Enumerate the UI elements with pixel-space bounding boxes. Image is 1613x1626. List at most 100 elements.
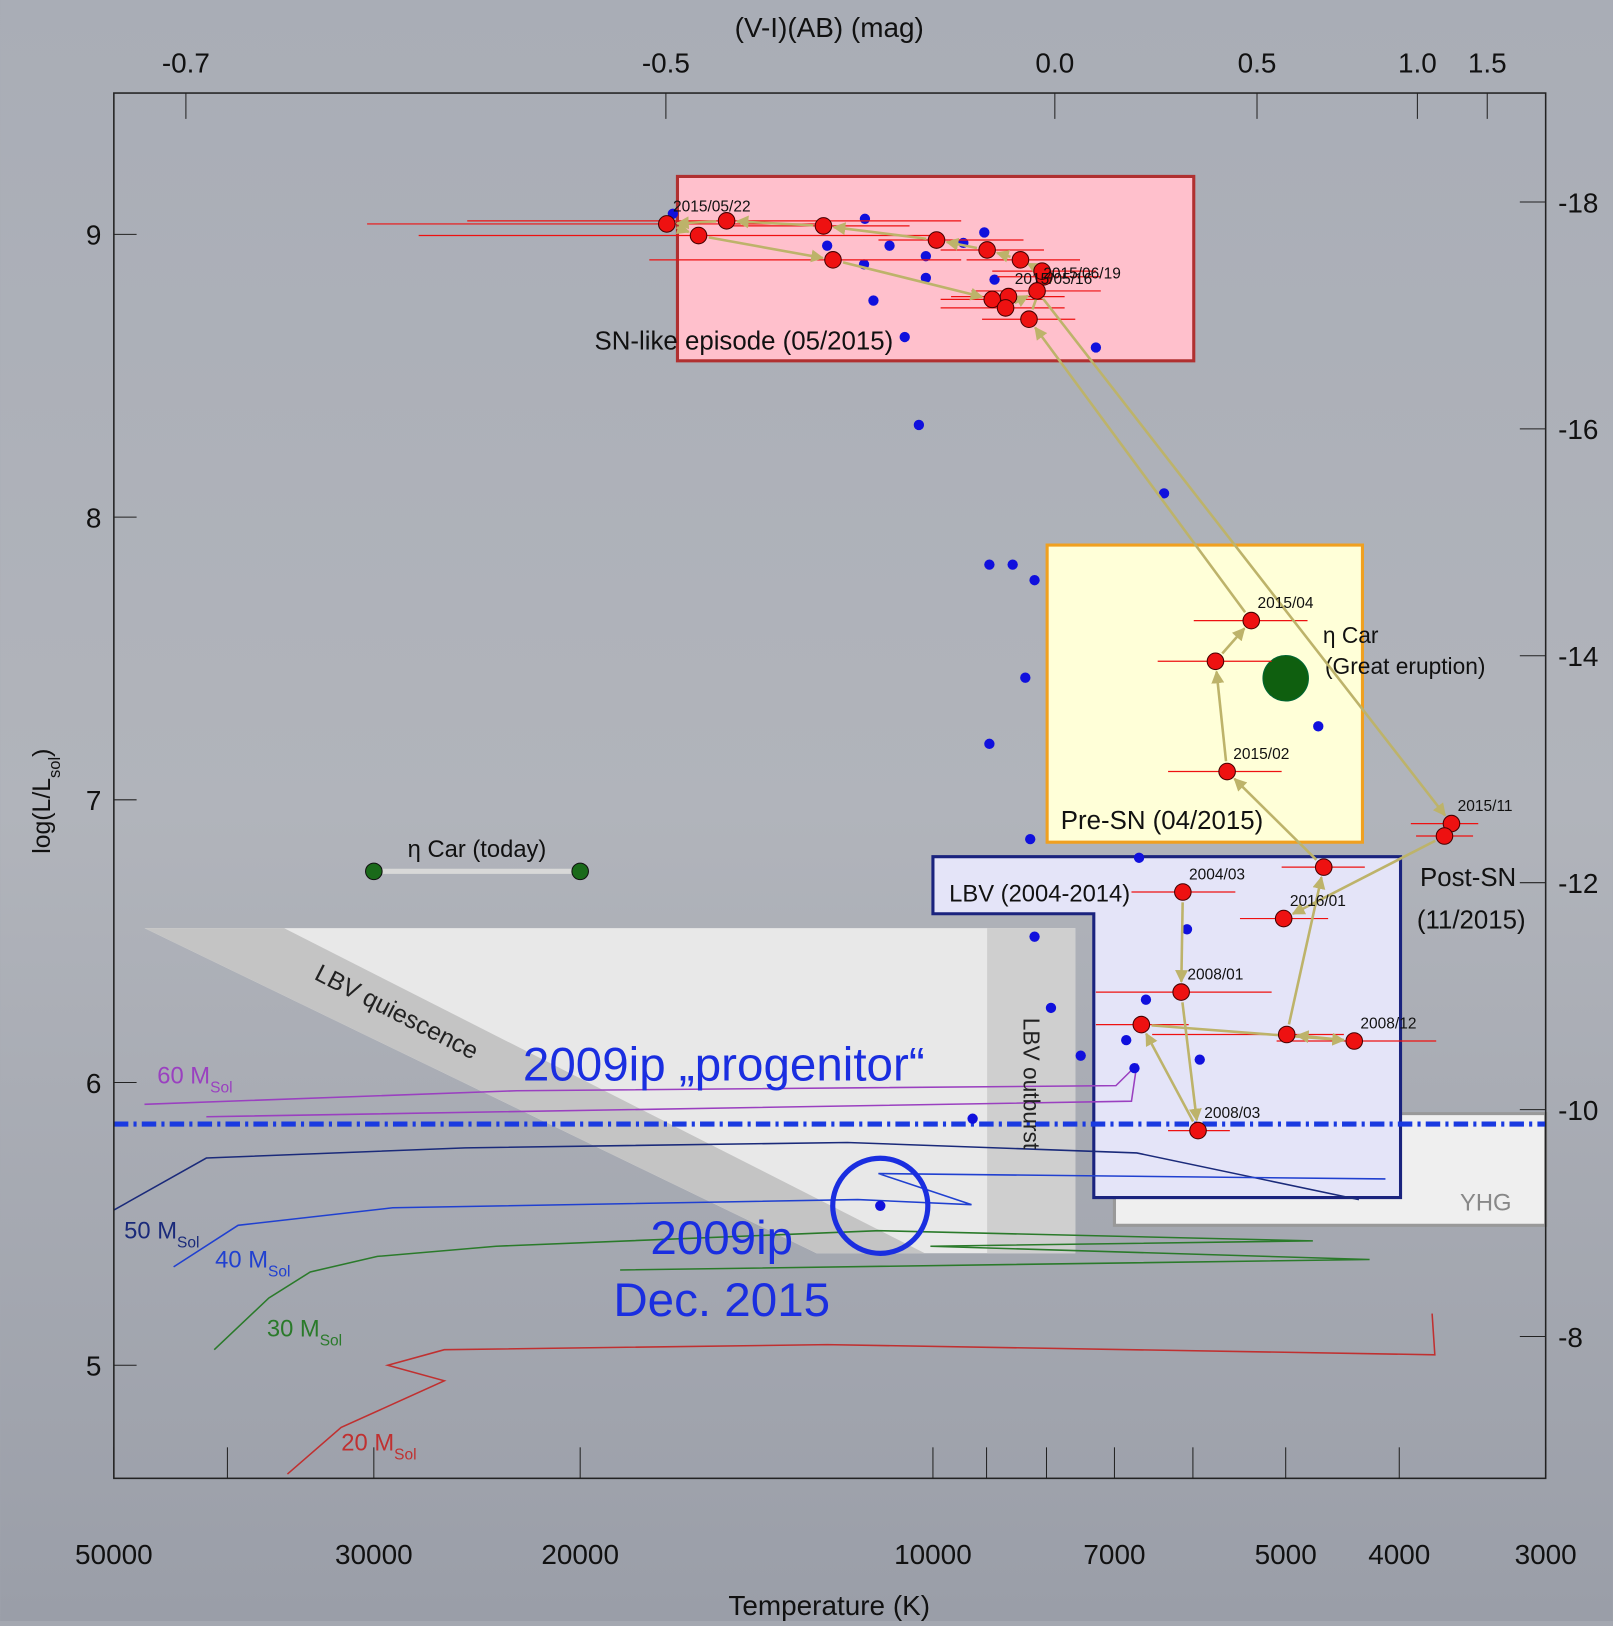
arrow xyxy=(708,236,825,263)
point xyxy=(814,217,833,235)
arrow xyxy=(995,250,1011,263)
point-label: 2015/05/22 xyxy=(673,199,751,216)
point xyxy=(1206,652,1225,671)
point xyxy=(868,295,879,306)
track-label: 20 MSol xyxy=(341,1429,416,1463)
y-title-main: log(L/L xyxy=(29,778,56,854)
point xyxy=(1181,924,1193,935)
track-label-main: 40 M xyxy=(215,1246,268,1273)
y2-tick-label: -8 xyxy=(1558,1322,1583,1353)
region-label: SN-like episode (05/2015) xyxy=(595,327,894,355)
x2-tick-label: 0.5 xyxy=(1238,47,1277,78)
x-tick-label: 7000 xyxy=(1083,1539,1145,1570)
point xyxy=(1020,672,1031,683)
point-label: 2008/12 xyxy=(1360,1016,1416,1033)
track-label-sub: Sol xyxy=(177,1234,199,1251)
track xyxy=(213,1229,1370,1351)
track xyxy=(286,1313,1436,1475)
y2-tick-label: -16 xyxy=(1558,414,1598,445)
y-tick-label: 8 xyxy=(86,502,102,533)
point xyxy=(1033,262,1051,280)
y2-tick-label: -12 xyxy=(1558,868,1598,899)
arrow xyxy=(1042,298,1447,817)
point xyxy=(1028,282,1046,300)
point-label: 2008/03 xyxy=(1204,1105,1260,1122)
eta-car-label: η Car (today) xyxy=(408,836,547,863)
y-tick-label: 9 xyxy=(86,220,102,251)
point xyxy=(1029,931,1040,942)
track xyxy=(113,1141,1360,1211)
point xyxy=(1313,721,1324,732)
arrow xyxy=(1221,627,1246,655)
point xyxy=(1174,883,1192,901)
x2-tick-label: 1.5 xyxy=(1468,47,1507,78)
y-title-sub: sol xyxy=(44,757,63,778)
arrow xyxy=(842,261,984,301)
x-tick-label: 10000 xyxy=(894,1539,972,1570)
point xyxy=(1172,983,1190,1001)
point xyxy=(920,272,932,284)
x-tick-label: 20000 xyxy=(541,1539,619,1570)
point xyxy=(1029,574,1040,586)
point xyxy=(1007,559,1018,570)
y-tick-label: 5 xyxy=(86,1351,102,1382)
point xyxy=(884,240,895,251)
point xyxy=(658,215,676,233)
point xyxy=(1189,1121,1207,1140)
point xyxy=(1274,909,1293,928)
point xyxy=(1435,827,1454,845)
track-label: 40 MSol xyxy=(215,1246,290,1280)
point xyxy=(996,299,1015,317)
point xyxy=(978,241,996,259)
frame xyxy=(113,92,1547,1480)
track-label-main: 50 M xyxy=(124,1217,177,1244)
arrow xyxy=(1026,262,1041,275)
annotation: Post-SN xyxy=(1420,864,1516,892)
arrow xyxy=(1181,1002,1202,1122)
point xyxy=(717,212,736,230)
point-label: 2008/01 xyxy=(1187,967,1243,984)
point xyxy=(920,250,932,262)
x-tick-label: 4000 xyxy=(1368,1539,1430,1570)
eta-car-eruption-label: η Car xyxy=(1323,622,1379,648)
point xyxy=(1194,1054,1205,1065)
region-label: LBV outburst xyxy=(1019,1018,1045,1150)
x-tick-label: 5000 xyxy=(1255,1539,1317,1570)
point xyxy=(1025,833,1036,845)
point-label: 2015/11 xyxy=(1458,798,1513,815)
arrow xyxy=(1014,294,1030,308)
region-label: YHG xyxy=(1460,1190,1512,1217)
track-label: 30 MSol xyxy=(267,1316,342,1350)
annotation: (11/2015) xyxy=(1417,906,1526,934)
region xyxy=(1045,543,1365,844)
point-label: 2015/04 xyxy=(1257,595,1313,612)
point xyxy=(1011,251,1030,269)
region-label: Pre-SN (04/2015) xyxy=(1061,807,1263,835)
highlight-circle xyxy=(830,1155,931,1256)
arrow xyxy=(1295,1030,1345,1044)
x-axis-title: Temperature (K) xyxy=(728,1590,930,1621)
x-tick-label: 3000 xyxy=(1515,1539,1577,1570)
track-label: 60 MSol xyxy=(157,1062,232,1096)
arrow xyxy=(1211,670,1228,762)
point xyxy=(979,227,990,238)
y-axis-title: log(L/Lsol) xyxy=(29,749,64,854)
arrow xyxy=(735,215,814,229)
point xyxy=(689,226,708,245)
point xyxy=(989,274,1000,285)
y2-tick-label: -10 xyxy=(1558,1095,1598,1126)
point xyxy=(1121,1034,1132,1046)
track-label-main: 20 M xyxy=(341,1429,394,1456)
eta-car-eruption xyxy=(1262,654,1309,702)
x2-tick-label: 0.0 xyxy=(1035,47,1074,78)
track-label-sub: Sol xyxy=(394,1446,416,1463)
y-tick-label: 6 xyxy=(86,1068,102,1099)
track-label-main: 30 M xyxy=(267,1316,320,1343)
y-title-end: ) xyxy=(29,749,56,757)
annotation: 2009ip „progenitor“ xyxy=(523,1038,925,1091)
arrow xyxy=(945,237,978,251)
point xyxy=(1020,310,1038,328)
x2-tick-label: -0.7 xyxy=(162,47,210,78)
